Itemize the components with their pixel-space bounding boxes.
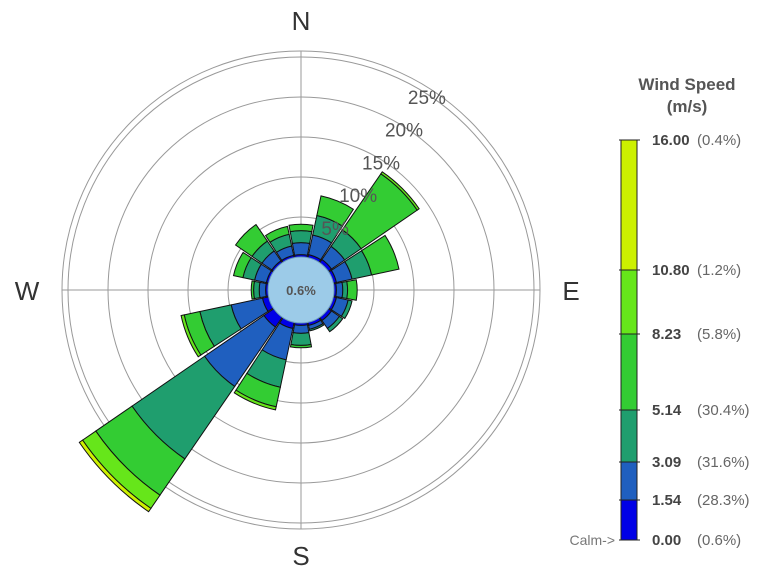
compass-label-N: N bbox=[292, 6, 311, 36]
petal-segment bbox=[380, 171, 420, 211]
legend-value: 0.00 bbox=[652, 532, 681, 549]
petal-SSW bbox=[233, 316, 295, 411]
calm-label: 0.6% bbox=[286, 283, 316, 298]
petal-SW bbox=[78, 307, 284, 513]
ring-label: 5% bbox=[321, 219, 349, 240]
legend-percent: (1.2%) bbox=[697, 262, 741, 279]
ring-label: 10% bbox=[339, 186, 377, 207]
petal-WNW bbox=[232, 251, 275, 284]
petal-segment bbox=[316, 195, 355, 227]
legend-value: 10.80 bbox=[652, 262, 690, 279]
petal-segment bbox=[289, 230, 313, 244]
petals bbox=[78, 171, 420, 513]
petal-ESE bbox=[327, 296, 353, 320]
legend-percent: (28.3%) bbox=[697, 492, 750, 509]
petal-segment bbox=[341, 173, 418, 250]
petal-segment bbox=[258, 281, 267, 299]
petal-segment bbox=[253, 280, 261, 300]
petal-segment bbox=[360, 234, 400, 276]
legend-value: 16.00 bbox=[652, 132, 690, 149]
legend-percent: (0.6%) bbox=[697, 532, 741, 549]
ring-label: 15% bbox=[362, 153, 400, 174]
legend-value: 5.14 bbox=[652, 402, 682, 419]
legend: Wind Speed (m/s) 0.00 (0.6%) 1.54 (28.3%) 3.09… bbox=[569, 75, 749, 549]
compass-label-W: W bbox=[15, 276, 40, 306]
petal-segment bbox=[290, 332, 312, 346]
legend-calm-label: Calm-> bbox=[569, 532, 615, 548]
petal-segment bbox=[78, 439, 152, 513]
ring-label: 25% bbox=[408, 88, 446, 109]
petal-segment bbox=[234, 223, 269, 258]
legend-value: 3.09 bbox=[652, 454, 681, 471]
petal-segment bbox=[232, 251, 252, 279]
calm-circle: 0.6% bbox=[267, 256, 335, 324]
petal-W bbox=[250, 280, 270, 300]
petal-WSW bbox=[180, 296, 275, 358]
petal-segment bbox=[289, 343, 313, 349]
legend-swatch bbox=[620, 499, 638, 541]
petal-segment bbox=[233, 389, 277, 411]
legend-value: 1.54 bbox=[652, 492, 682, 509]
petal-SSE bbox=[307, 316, 325, 332]
petal-NNE bbox=[307, 195, 355, 264]
petal-segment bbox=[264, 225, 290, 243]
petal-S bbox=[289, 321, 313, 349]
petal-segment bbox=[346, 279, 358, 301]
compass-label-E: E bbox=[562, 276, 579, 306]
petal-segment bbox=[326, 315, 344, 333]
legend-percent: (5.8%) bbox=[697, 326, 741, 343]
legend-swatch bbox=[620, 269, 638, 335]
petal-segment bbox=[288, 223, 314, 233]
petal-segment bbox=[335, 281, 344, 299]
legend-value: 8.23 bbox=[652, 326, 681, 343]
petal-SE bbox=[318, 307, 344, 333]
legend-swatch bbox=[620, 333, 638, 411]
legend-swatch bbox=[620, 139, 638, 271]
petal-segment bbox=[340, 299, 353, 320]
calm-disc bbox=[267, 256, 335, 324]
legend-percent: (0.4%) bbox=[697, 132, 741, 149]
ring-label: 20% bbox=[385, 121, 423, 142]
petal-segment bbox=[291, 242, 311, 256]
petal-segment bbox=[180, 314, 202, 358]
compass-label-S: S bbox=[292, 541, 309, 569]
petal-NE bbox=[318, 171, 420, 273]
legend-swatch bbox=[620, 461, 638, 501]
petal-segment bbox=[308, 323, 325, 332]
petal-E bbox=[332, 279, 358, 301]
petal-segment bbox=[250, 280, 255, 300]
legend-swatch bbox=[620, 409, 638, 463]
petal-ENE bbox=[327, 234, 400, 284]
legend-subtitle: (m/s) bbox=[667, 97, 708, 116]
petal-NNW bbox=[264, 225, 295, 264]
chart-labels: N E S W 5% 10% 15% 20% 25% bbox=[15, 6, 580, 569]
petal-NW bbox=[234, 223, 284, 273]
legend-percent: (31.6%) bbox=[697, 454, 750, 471]
petal-segment bbox=[292, 324, 310, 334]
legend-title: Wind Speed bbox=[638, 75, 735, 94]
legend-percent: (30.4%) bbox=[697, 402, 750, 419]
